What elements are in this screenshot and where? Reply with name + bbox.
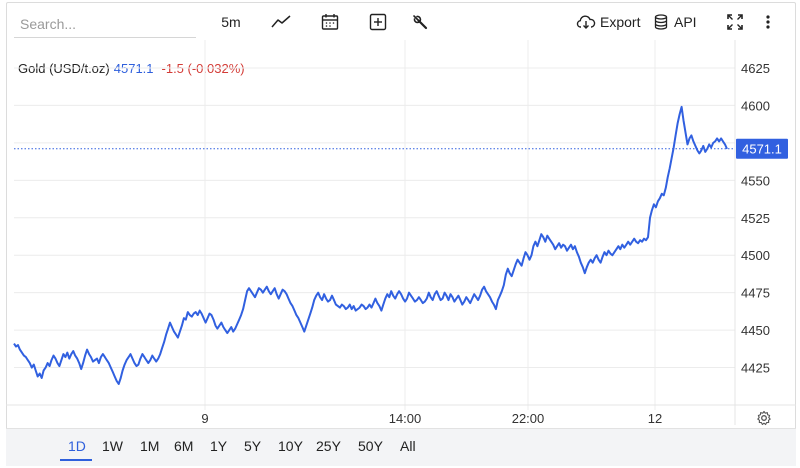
api-button[interactable]: API	[654, 10, 702, 34]
range-button-1y[interactable]: 1Y	[210, 438, 228, 454]
range-button-25y[interactable]: 25Y	[316, 438, 341, 454]
x-tick-label: 12	[648, 411, 662, 426]
x-tick-label: 9	[201, 411, 208, 426]
y-tick-label: 4425	[741, 361, 770, 376]
api-label: API	[674, 14, 697, 30]
last-price: 4571.1	[113, 61, 154, 76]
range-button-5y[interactable]: 5Y	[244, 438, 262, 454]
range-button-6m[interactable]: 6M	[174, 438, 194, 454]
x-tick-label: 22:00	[512, 411, 545, 426]
add-indicator-icon[interactable]	[366, 10, 390, 34]
last-price-badge	[736, 138, 788, 159]
calendar-icon[interactable]	[318, 10, 342, 34]
database-icon	[654, 14, 668, 30]
chart-legend: Gold (USD/t.oz) 4571.1 -1.5 (-0.032%)	[18, 61, 245, 76]
y-tick-label: 4550	[741, 173, 770, 188]
fullscreen-icon[interactable]	[724, 10, 746, 34]
y-tick-label: 4500	[741, 248, 770, 263]
range-button-1w[interactable]: 1W	[102, 438, 123, 454]
y-tick-label: 4625	[741, 61, 770, 76]
y-tick-label: 4475	[741, 286, 770, 301]
range-button-1d[interactable]: 1D	[68, 438, 86, 454]
x-tick-label: 14:00	[389, 411, 422, 426]
range-button-1m[interactable]: 1M	[140, 438, 160, 454]
y-tick-label: 4450	[741, 323, 770, 338]
last-price-badge-label: 4571.1	[742, 142, 782, 157]
price-change: -1.5 (-0.032%)	[161, 61, 245, 76]
export-button[interactable]: Export	[576, 10, 646, 34]
active-range-underline	[60, 459, 92, 461]
price-line	[13, 105, 728, 385]
range-button-50y[interactable]: 50Y	[358, 438, 383, 454]
line-chart-icon[interactable]	[268, 10, 294, 34]
search-input[interactable]	[14, 10, 196, 38]
cloud-download-icon	[576, 15, 596, 29]
export-label: Export	[600, 14, 641, 30]
wrench-icon[interactable]	[408, 10, 432, 34]
more-vertical-icon[interactable]	[758, 10, 778, 34]
chart-widget	[6, 2, 796, 466]
interval-selector[interactable]: 5m	[216, 10, 246, 34]
y-tick-label: 4600	[741, 98, 770, 113]
range-selector-bar	[6, 428, 796, 466]
range-button-all[interactable]: All	[400, 438, 416, 454]
y-tick-label: 4525	[741, 211, 770, 226]
settings-gear-icon[interactable]	[754, 406, 774, 430]
symbol-label: Gold (USD/t.oz)	[18, 61, 110, 76]
range-button-10y[interactable]: 10Y	[278, 438, 303, 454]
interval-label: 5m	[221, 14, 241, 30]
